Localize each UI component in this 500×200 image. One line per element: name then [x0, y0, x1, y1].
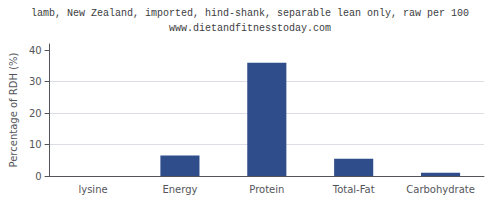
svg-text:lysine: lysine	[78, 184, 107, 195]
svg-text:10: 10	[29, 139, 42, 150]
svg-text:0: 0	[35, 171, 41, 182]
svg-text:lamb, New Zealand, imported, h: lamb, New Zealand, imported, hind-shank,…	[31, 8, 469, 19]
svg-text:40: 40	[29, 45, 42, 56]
svg-text:Protein: Protein	[249, 184, 284, 195]
svg-text:Total-Fat: Total-Fat	[332, 184, 375, 195]
svg-text:20: 20	[29, 108, 42, 119]
svg-text:Energy: Energy	[162, 184, 197, 195]
svg-text:www.dietandfitnesstoday.com: www.dietandfitnesstoday.com	[169, 23, 331, 34]
svg-text:30: 30	[29, 76, 42, 87]
svg-text:Carbohydrate: Carbohydrate	[406, 184, 475, 195]
svg-text:Percentage of RDH (%): Percentage of RDH (%)	[8, 52, 19, 167]
